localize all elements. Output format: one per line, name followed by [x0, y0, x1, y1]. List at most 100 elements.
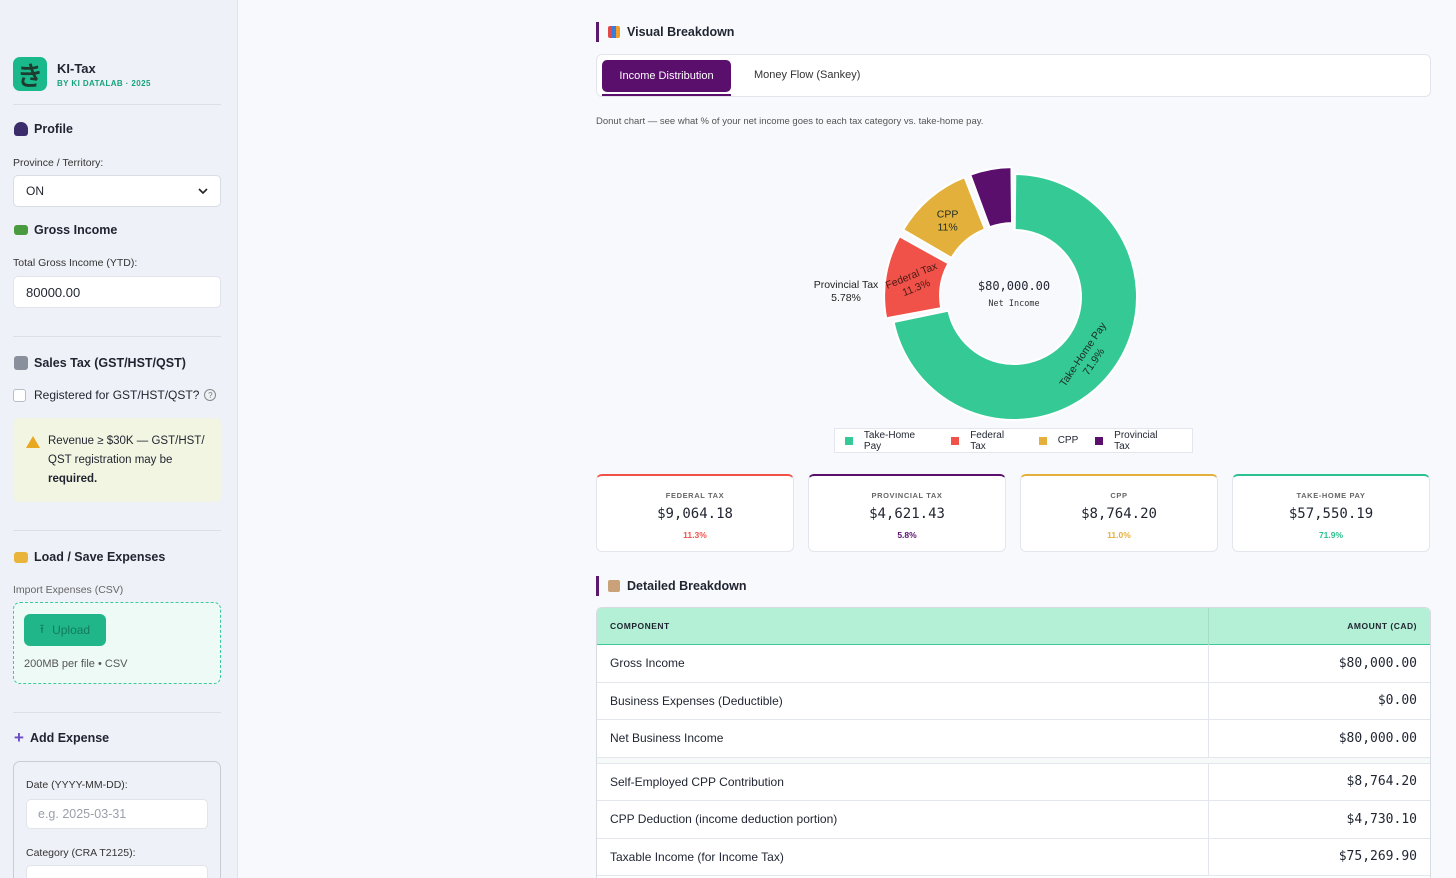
registered-checkbox[interactable] — [13, 388, 26, 402]
upload-button[interactable]: ⭱ Upload — [24, 614, 106, 646]
sales-tax-heading: Sales Tax (GST/HST/QST) — [14, 356, 186, 370]
card-percent: 5.8% — [897, 530, 917, 540]
warning-text: Revenue ≥ $30K — GST/HST/ QST registrati… — [48, 435, 205, 466]
card-value: $4,621.43 — [869, 506, 945, 522]
cell-component: Net Business Income — [597, 720, 1209, 757]
bar-chart-icon — [608, 26, 620, 38]
summary-card: PROVINCIAL TAX $4,621.43 5.8% — [808, 474, 1006, 552]
active-tab-underline — [602, 94, 731, 96]
sales-tax-title: Sales Tax (GST/HST/QST) — [34, 356, 186, 370]
card-percent: 11.0% — [1107, 530, 1131, 540]
cell-amount: $75,269.90 — [1338, 849, 1417, 865]
category-select[interactable] — [26, 865, 208, 878]
clipboard-icon — [608, 580, 620, 592]
legend-swatch — [845, 436, 853, 445]
legend-item[interactable]: CPP — [1038, 435, 1079, 446]
donut-slice[interactable] — [883, 234, 950, 320]
date-input[interactable]: e.g. 2025-03-31 — [26, 799, 208, 829]
chevron-down-icon — [198, 187, 208, 194]
brand-name: KI-Tax — [57, 60, 96, 76]
table-spacer — [597, 757, 1430, 764]
cell-component: Self-Employed CPP Contribution — [597, 763, 1209, 800]
gross-income-heading: Gross Income — [14, 223, 117, 237]
divider — [13, 104, 221, 105]
money-icon — [14, 225, 28, 235]
table-row: Taxable Income (for Income Tax) $75,269.9… — [597, 838, 1430, 876]
import-label: Import Expenses (CSV) — [13, 584, 124, 596]
chart-legend: Take-Home Pay Federal Tax CPP Provincial Ta… — [834, 428, 1193, 453]
gross-income-label: Total Gross Income (YTD): — [13, 257, 138, 269]
add-expense-form: Date (YYYY-MM-DD): e.g. 2025-03-31 Categ… — [13, 761, 221, 878]
breakdown-table: COMPONENT AMOUNT (CAD) Gross Income $80,0… — [596, 607, 1431, 878]
cell-component: CPP Deduction (income deduction portion) — [597, 801, 1209, 838]
chart-caption: Donut chart — see what % of your net inc… — [596, 116, 984, 127]
table-row: Business Expenses (Deductible) $0.00 — [597, 682, 1430, 720]
registered-checkbox-row[interactable]: Registered for GST/HST/QST? ? — [13, 388, 217, 402]
sidebar: き KI-Tax BY KI DATALAB · 2025 Profile Pr… — [0, 0, 238, 878]
donut-slice[interactable] — [901, 175, 987, 260]
warning-icon — [26, 436, 40, 448]
date-placeholder: e.g. 2025-03-31 — [38, 807, 127, 821]
cell-amount: $0.00 — [1377, 693, 1417, 709]
table-row: Net Business Income $80,000.00 — [597, 720, 1430, 758]
legend-swatch — [1038, 436, 1047, 445]
summary-card: CPP $8,764.20 11.0% — [1020, 474, 1218, 552]
file-dropzone[interactable]: ⭱ Upload 200MB per file • CSV — [13, 602, 221, 684]
card-value: $9,064.18 — [657, 506, 733, 522]
detail-title: Detailed Breakdown — [627, 579, 747, 593]
add-expense-title: Add Expense — [29, 731, 110, 745]
legend-item[interactable]: Take-Home Pay — [845, 430, 934, 452]
slice-label: Provincial Tax — [814, 279, 879, 291]
upload-label: Upload — [52, 623, 91, 637]
donut-slice[interactable] — [968, 166, 1014, 229]
add-expense-heading: + Add Expense — [14, 728, 110, 747]
upload-note: 200MB per file • CSV — [24, 658, 128, 670]
visual-breakdown-heading: Visual Breakdown — [596, 22, 734, 42]
province-select[interactable]: ON — [13, 175, 221, 207]
divider — [13, 530, 221, 531]
cell-amount: $4,730.10 — [1346, 811, 1417, 827]
registered-label: Registered for GST/HST/QST? — [34, 388, 200, 402]
card-value: $57,550.19 — [1288, 506, 1374, 522]
plus-icon: + — [14, 728, 24, 747]
cell-amount: $8,764.20 — [1346, 774, 1417, 790]
legend-label: Federal Tax — [970, 429, 1005, 452]
tab-money-flow[interactable]: Money Flow (Sankey) — [754, 69, 861, 81]
province-value: ON — [26, 184, 44, 198]
card-value: $8,764.20 — [1081, 506, 1157, 522]
profile-heading: Profile — [14, 122, 73, 136]
help-icon[interactable]: ? — [204, 389, 217, 401]
legend-swatch — [1095, 436, 1104, 445]
table-row: Self-Employed CPP Contribution $8,764.20 — [597, 763, 1430, 801]
summary-card: TAKE-HOME PAY $57,550.19 71.9% — [1232, 474, 1430, 552]
cell-component: Gross Income — [597, 645, 1209, 682]
visual-title: Visual Breakdown — [627, 25, 735, 39]
cell-component: Business Expenses (Deductible) — [597, 682, 1209, 719]
detailed-breakdown-heading: Detailed Breakdown — [596, 576, 746, 596]
user-icon — [14, 122, 28, 136]
warning-alert: Revenue ≥ $30K — GST/HST/ QST registrati… — [13, 418, 221, 502]
gross-title: Gross Income — [34, 223, 118, 237]
gross-income-input[interactable]: 80000.00 — [13, 276, 221, 308]
donut-center-value: $80,000.00 — [978, 279, 1050, 293]
donut-slice[interactable] — [892, 172, 1138, 421]
slice-label: CPP — [937, 209, 959, 221]
gross-income-value: 80000.00 — [26, 284, 81, 300]
donut-center-label: Net Income — [988, 299, 1039, 309]
donut-chart: Take-Home Pay 71.9% Federal Tax 11.3% CPP 11%… — [792, 160, 1192, 460]
tab-income-distribution[interactable]: Income Distribution — [602, 60, 731, 92]
legend-item[interactable]: Provincial Tax — [1095, 430, 1175, 452]
bank-icon — [14, 356, 28, 370]
card-percent: 71.9% — [1318, 530, 1344, 540]
table-header: COMPONENT AMOUNT (CAD) — [597, 608, 1430, 645]
legend-label: CPP — [1057, 435, 1079, 446]
card-percent: 11.3% — [683, 530, 707, 540]
cell-amount: $80,000.00 — [1338, 655, 1417, 671]
summary-card: FEDERAL TAX $9,064.18 11.3% — [596, 474, 794, 552]
slice-percent-label: 5.78% — [831, 292, 861, 304]
legend-item[interactable]: Federal Tax — [951, 430, 1021, 452]
legend-swatch — [951, 436, 960, 445]
profile-title: Profile — [34, 122, 73, 136]
card-label: FEDERAL TAX — [665, 491, 725, 500]
